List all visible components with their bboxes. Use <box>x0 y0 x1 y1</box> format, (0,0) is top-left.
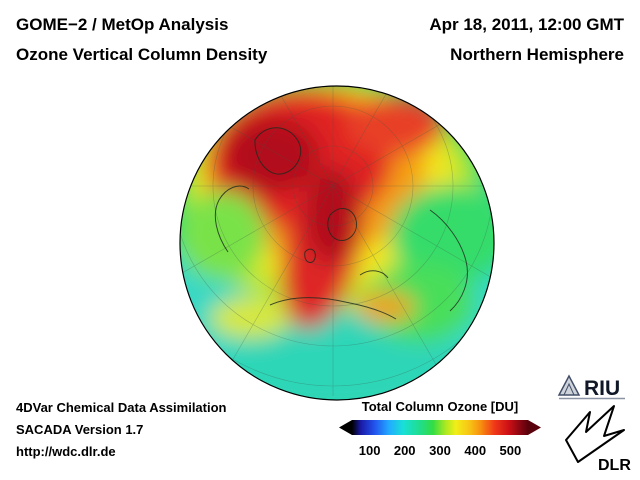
dlr-logo: DLR <box>565 405 631 474</box>
hemisphere-label: Northern Hemisphere <box>450 45 624 64</box>
colorbar-title: Total Column Ozone [DU] <box>361 399 519 414</box>
riu-logo: RIU <box>557 374 625 400</box>
header: GOME−2 / MetOp Analysis Ozone Vertical C… <box>16 10 624 70</box>
product-title: Ozone Vertical Column Density <box>16 45 268 64</box>
assimilation-label: 4DVar Chemical Data Assimilation <box>16 400 227 415</box>
colorbar-ticks: 100 200 300 400 500 <box>338 443 542 459</box>
riu-logo-text: RIU <box>584 377 620 400</box>
colorbar-left-arrow <box>339 420 352 435</box>
colorbar-tick-500: 500 <box>499 443 522 458</box>
colorbar-tick-400: 400 <box>464 443 487 458</box>
coastlines <box>214 127 468 320</box>
dlr-logo-text: DLR <box>598 457 631 474</box>
header-right: Apr 18, 2011, 12:00 GMT Northern Hemisph… <box>429 10 624 70</box>
colorbar-tick-300: 300 <box>429 443 451 458</box>
instrument-title: GOME−2 / MetOp Analysis <box>16 15 229 34</box>
colorbar-gradient <box>339 420 541 435</box>
colorbar-tick-100: 100 <box>358 443 381 458</box>
wdc-url: http://wdc.dlr.de <box>16 444 116 459</box>
colorbar-tick-200: 200 <box>393 443 416 458</box>
header-left: GOME−2 / MetOp Analysis Ozone Vertical C… <box>16 10 267 70</box>
colorbar-right-arrow <box>528 420 541 435</box>
datetime-label: Apr 18, 2011, 12:00 GMT <box>429 15 624 34</box>
version-label: SACADA Version 1.7 <box>16 422 144 437</box>
